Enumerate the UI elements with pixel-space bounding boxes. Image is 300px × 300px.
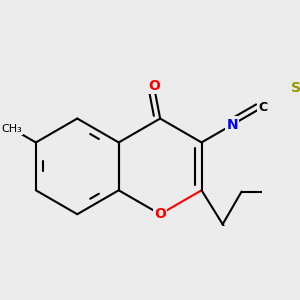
Text: S: S (291, 81, 300, 95)
Text: N: N (226, 118, 238, 132)
Text: O: O (154, 207, 166, 221)
Text: CH₃: CH₃ (2, 124, 22, 134)
Text: C: C (258, 101, 267, 114)
Text: O: O (148, 79, 160, 93)
